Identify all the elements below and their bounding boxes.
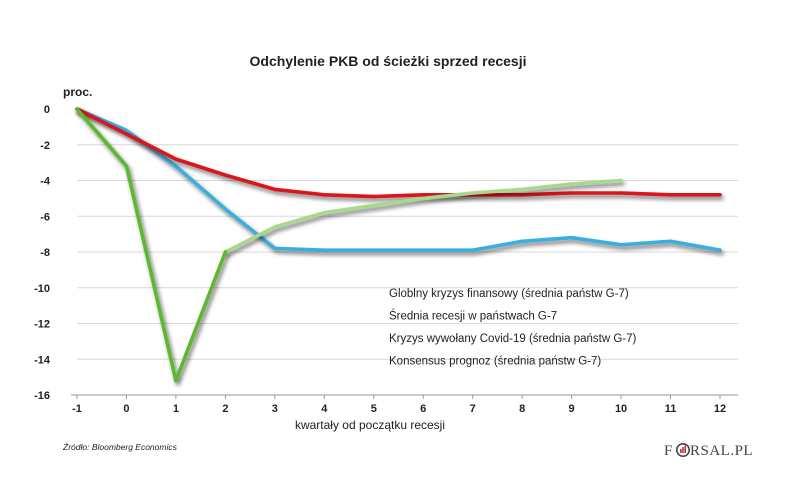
data-point xyxy=(520,193,524,197)
source-note: Źródło: Bloomberg Economics xyxy=(62,442,178,452)
data-point xyxy=(668,239,673,243)
x-tick-label: 9 xyxy=(569,403,575,415)
data-point xyxy=(520,239,524,243)
y-tick-labels: 0 -2 -4 -6 -8 -10 -12 -14 -16 xyxy=(34,104,51,402)
x-tick-label: 4 xyxy=(321,403,328,415)
data-point xyxy=(471,248,475,252)
legend: Globlny kryzys finansowy (średnia państw… xyxy=(334,288,637,368)
legend-label: Globlny kryzys finansowy (średnia państw… xyxy=(389,288,629,300)
logo-text-suffix: RSAL.PL xyxy=(690,443,753,459)
x-tick-label: 7 xyxy=(470,403,476,415)
data-point xyxy=(372,248,376,252)
series-lines xyxy=(75,107,722,383)
data-point xyxy=(421,196,425,200)
x-tick-label: 2 xyxy=(222,403,228,415)
data-point xyxy=(322,248,326,252)
data-point xyxy=(223,250,227,254)
data-point xyxy=(570,191,574,195)
legend-label: Kryzys wywołany Covid-19 (średnia państw… xyxy=(389,333,637,345)
x-tick-label: -1 xyxy=(72,403,82,415)
x-axis-label: kwartały od początku recesji xyxy=(295,418,445,432)
y-tick-label: -8 xyxy=(40,247,50,259)
grid-lines xyxy=(77,144,738,396)
data-point xyxy=(223,207,227,211)
x-tick-label: 10 xyxy=(615,403,627,415)
x-tick-label: 1 xyxy=(173,403,179,415)
data-point xyxy=(570,236,574,240)
data-point xyxy=(273,187,277,192)
data-point xyxy=(124,128,129,133)
data-point xyxy=(471,191,475,195)
legend-label: Średnia recesji w państwach G-7 xyxy=(389,310,557,323)
y-tick-label: -16 xyxy=(34,390,50,402)
data-point xyxy=(718,248,722,252)
data-point xyxy=(421,193,425,197)
data-point xyxy=(372,194,376,199)
data-point xyxy=(718,193,722,197)
data-point xyxy=(619,178,623,183)
x-axis xyxy=(71,394,738,399)
logo-mark-icon xyxy=(676,443,690,457)
data-point xyxy=(322,193,326,197)
y-tick-label: 0 xyxy=(44,104,50,116)
logo-text-prefix: F xyxy=(664,443,673,459)
series-line xyxy=(75,107,228,383)
x-tick-label: 12 xyxy=(714,403,726,415)
x-tick-label: 6 xyxy=(420,403,426,415)
forsal-logo: F RSAL.PL xyxy=(664,443,753,459)
data-point xyxy=(372,203,376,208)
x-tick-label: 0 xyxy=(123,403,129,415)
data-point xyxy=(322,211,326,215)
y-tick-label: -14 xyxy=(34,354,51,366)
y-tick-label: -12 xyxy=(34,319,50,331)
data-point xyxy=(570,182,574,186)
data-point xyxy=(619,243,623,247)
data-point xyxy=(174,379,178,383)
data-point xyxy=(273,246,277,251)
y-tick-label: -2 xyxy=(40,140,50,152)
x-tick-label: 11 xyxy=(665,403,677,415)
data-point xyxy=(174,164,178,168)
x-tick-label: 5 xyxy=(371,403,377,415)
data-point xyxy=(223,173,227,177)
data-point xyxy=(421,248,425,252)
y-tick-label: -10 xyxy=(34,283,50,295)
data-point xyxy=(75,107,79,111)
chart-title: Odchylenie PKB od ścieżki sprzed recesji xyxy=(250,53,527,69)
x-tick-label: 8 xyxy=(519,403,525,415)
y-axis-label: proc. xyxy=(63,85,92,99)
x-tick-labels: -1 0 1 2 3 4 5 6 7 8 9 10 11 12 xyxy=(72,403,726,415)
y-tick-label: -4 xyxy=(40,176,51,188)
data-point xyxy=(124,132,129,136)
data-point xyxy=(124,164,129,168)
series-line xyxy=(75,107,722,199)
series-line xyxy=(75,107,722,252)
y-tick-label: -6 xyxy=(40,211,50,223)
data-point xyxy=(668,193,673,197)
data-point xyxy=(520,187,524,192)
x-tick-label: 3 xyxy=(272,403,278,415)
data-point xyxy=(273,225,277,229)
data-point xyxy=(174,157,178,161)
legend-label: Konsensus prognoz (średnia państw G-7) xyxy=(389,356,601,368)
data-point xyxy=(619,191,623,195)
